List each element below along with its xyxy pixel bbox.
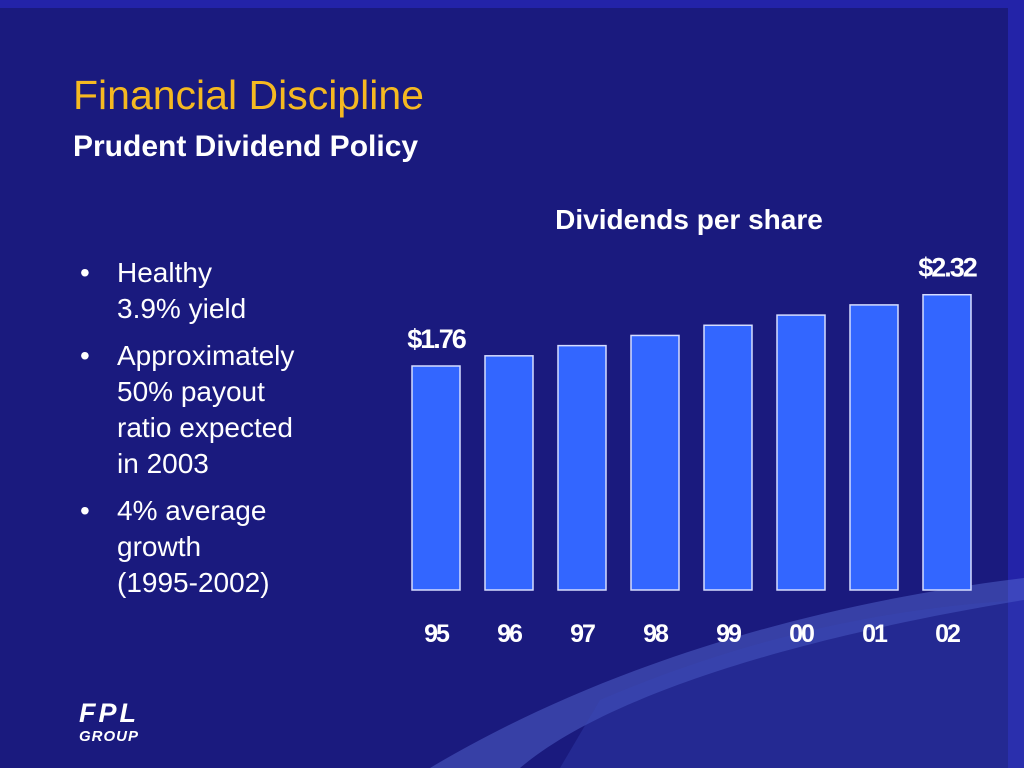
bar-97	[557, 344, 607, 591]
x-tick-label-97: 97	[570, 620, 595, 648]
bar-02	[922, 293, 972, 591]
bullet-item: • 4% average growth (1995-2002)	[80, 493, 355, 601]
right-border	[1008, 0, 1024, 768]
bullet-text: Approximately 50% payout ratio expected …	[117, 340, 295, 479]
bullet-dot-icon: •	[80, 495, 90, 526]
x-tick-label-96: 96	[497, 620, 522, 648]
x-tick-label-95: 95	[424, 620, 450, 648]
bullet-item: • Healthy 3.9% yield	[80, 255, 355, 327]
x-tick-label-02: 02	[935, 620, 960, 648]
bar-00	[776, 314, 826, 591]
bullet-text: 4% average growth (1995-2002)	[117, 495, 270, 598]
fpl-group-logo: FPL GROUP	[79, 698, 139, 744]
bar-96	[484, 355, 534, 591]
slide-title: Financial Discipline	[73, 72, 424, 118]
bar-95	[411, 365, 461, 591]
x-tick-label-99: 99	[716, 620, 741, 648]
bar-99	[703, 324, 753, 591]
chart-title: Dividends per share	[555, 204, 823, 235]
bullet-text: Healthy 3.9% yield	[117, 257, 247, 324]
logo-line-1: FPL	[79, 698, 139, 728]
data-label-95: $1.76	[407, 324, 467, 354]
top-border	[0, 0, 1024, 8]
bullet-item: • Approximately 50% payout ratio expecte…	[80, 338, 355, 482]
slide-subtitle: Prudent Dividend Policy	[73, 130, 419, 163]
bullet-list: • Healthy 3.9% yield • Approximately 50%…	[80, 255, 355, 612]
bar-01	[849, 304, 899, 591]
x-tick-label-98: 98	[643, 620, 669, 648]
bullet-dot-icon: •	[80, 257, 90, 288]
bar-98	[630, 334, 680, 591]
bullet-dot-icon: •	[80, 340, 90, 371]
x-tick-label-01: 01	[862, 620, 888, 648]
logo-line-2: GROUP	[79, 728, 139, 744]
x-tick-label-00: 00	[789, 620, 814, 648]
data-label-02: $2.32	[918, 253, 977, 283]
